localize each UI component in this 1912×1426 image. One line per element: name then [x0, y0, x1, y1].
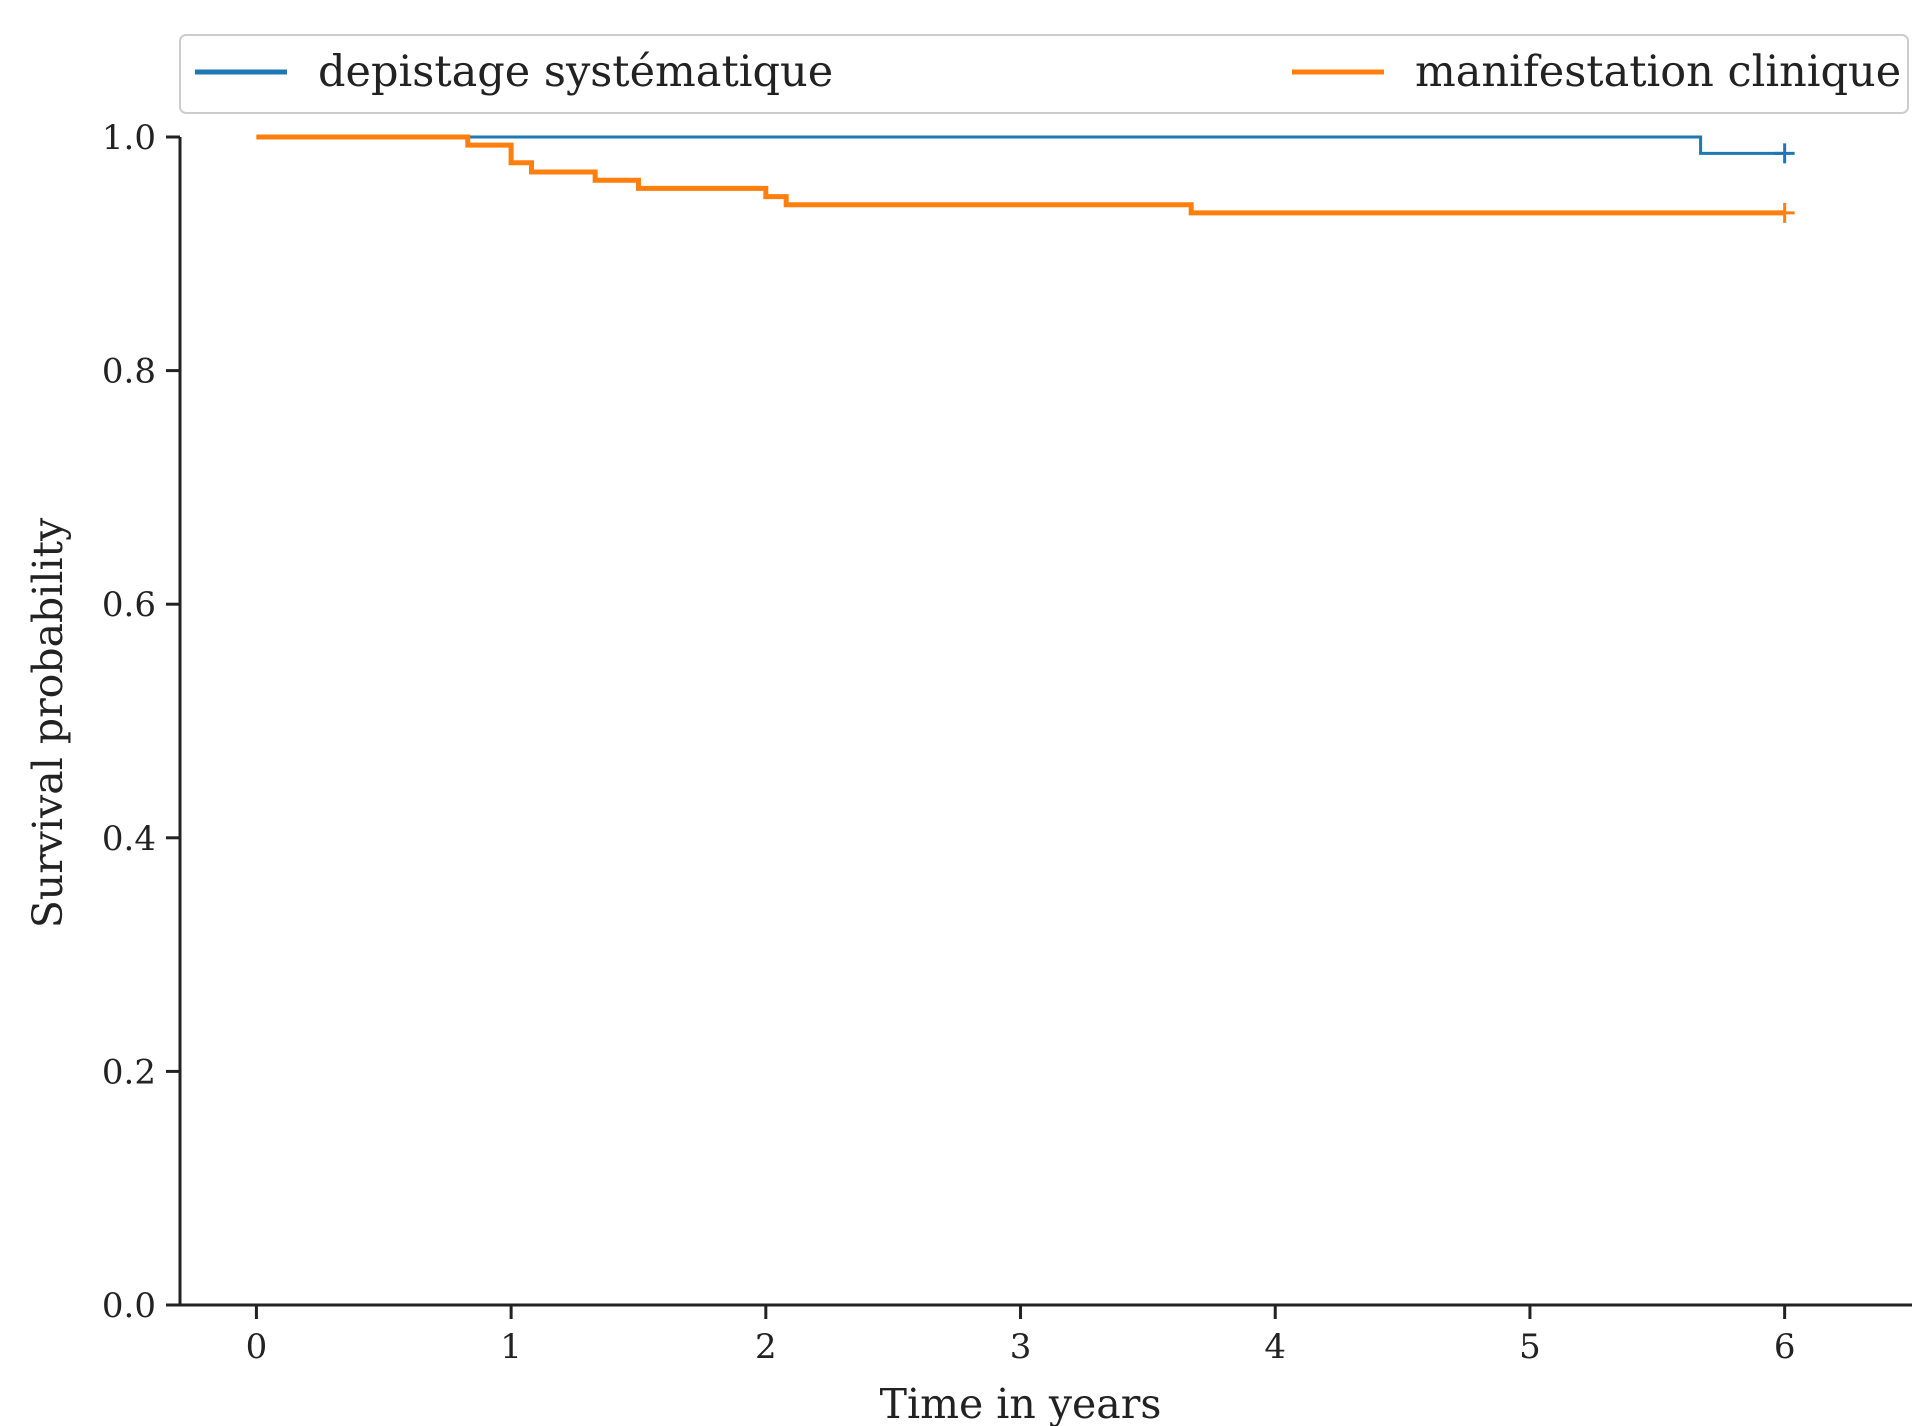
x-tick-label: 5 [1519, 1327, 1541, 1367]
x-tick-label: 1 [500, 1327, 522, 1367]
y-tick-label: 0.2 [102, 1052, 156, 1092]
x-tick-label: 4 [1264, 1327, 1286, 1367]
legend-label-manifestation: manifestation clinique [1415, 47, 1901, 97]
series-layer [256, 134, 1795, 223]
series-line-1 [256, 134, 1785, 216]
y-axis-label: Survival probability [24, 517, 72, 928]
legend-box [179, 34, 1909, 114]
y-tick-label: 0.4 [102, 819, 156, 859]
y-tick-label: 0.8 [102, 352, 156, 392]
axes-layer [178, 137, 1912, 1307]
x-axis-label: Time in years [880, 1380, 1162, 1426]
ticks-layer: 0.0 0.2 0.4 0.6 0.8 1.0 0 1 2 3 4 5 6 [102, 118, 1796, 1367]
x-tick-label: 3 [1010, 1327, 1032, 1367]
x-tick-label: 2 [755, 1327, 777, 1367]
y-tick-label: 0.6 [102, 585, 156, 625]
y-tick-label: 0.0 [102, 1286, 156, 1326]
x-tick-label: 6 [1774, 1327, 1796, 1367]
series-line-0 [256, 135, 1785, 155]
x-tick-label: 0 [246, 1327, 268, 1367]
y-tick-label: 1.0 [102, 118, 156, 158]
legend-label-depistage: depistage systématique [318, 47, 833, 97]
legend: depistage systématique manifestation cli… [179, 34, 1909, 114]
